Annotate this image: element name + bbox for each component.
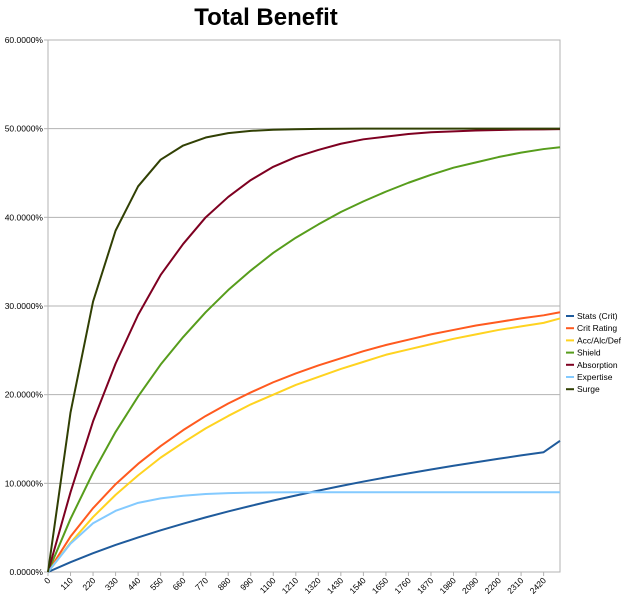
x-tick-label: 1760 <box>392 575 413 596</box>
x-tick-label: 2090 <box>460 575 481 596</box>
series-lines <box>47 127 561 573</box>
series-line-expertise <box>47 491 560 573</box>
x-tick-label: 550 <box>148 575 165 592</box>
series-line-acc-alc-def <box>47 317 561 573</box>
legend-label: Stats (Crit) <box>577 311 618 321</box>
x-tick-label: 0 <box>42 575 53 586</box>
y-tick-label: 20.0000% <box>5 390 44 400</box>
x-tick-label: 1210 <box>280 575 301 596</box>
y-tick-label: 40.0000% <box>5 212 44 222</box>
x-axis: 0 110 220 330 440 550 660 770 880 990 1100 1210 1320… <box>42 572 548 596</box>
legend-label: Surge <box>577 384 600 394</box>
series-line-absorption <box>47 128 561 573</box>
series-line-stats-crit <box>47 439 561 573</box>
y-tick-label: 50.0000% <box>5 124 44 134</box>
legend-label: Shield <box>577 348 601 358</box>
x-tick-label: 1320 <box>302 575 323 596</box>
x-tick-label: 440 <box>125 575 142 592</box>
chart-title: Total Benefit <box>194 4 338 31</box>
x-tick-label: 880 <box>216 575 233 592</box>
series-line-crit-rating <box>47 311 561 573</box>
x-tick-label: 1980 <box>437 575 458 596</box>
x-tick-label: 1100 <box>258 575 278 595</box>
y-tick-label: 60.0000% <box>5 35 44 45</box>
series-line-shield <box>47 146 561 573</box>
x-tick-label: 1430 <box>325 575 346 596</box>
x-tick-label: 2420 <box>528 575 549 596</box>
x-tick-label: 220 <box>80 575 97 592</box>
legend-label: Absorption <box>577 360 618 370</box>
x-tick-label: 2200 <box>483 575 504 596</box>
legend-label: Crit Rating <box>577 323 617 333</box>
x-tick-label: 990 <box>238 575 255 592</box>
x-tick-label: 660 <box>170 575 187 592</box>
x-tick-label: 770 <box>193 575 210 592</box>
x-tick-label: 330 <box>103 575 120 592</box>
x-tick-label: 1870 <box>415 575 436 596</box>
legend: Stats (Crit) Crit Rating Acc/Alc/Def Shield… <box>566 311 622 394</box>
series-line-surge <box>47 127 560 573</box>
y-tick-label: 30.0000% <box>5 301 44 311</box>
legend-label: Expertise <box>577 372 613 382</box>
x-tick-label: 1540 <box>347 575 368 596</box>
y-tick-label: 0.0000% <box>9 567 43 577</box>
y-axis: 0.0000% 10.0000% 20.0000% 30.0000% 40.0000% 5… <box>5 35 48 577</box>
x-tick-label: 2310 <box>505 575 526 596</box>
legend-label: Acc/Alc/Def <box>577 335 622 345</box>
x-tick-label: 110 <box>58 575 75 592</box>
x-tick-label: 1650 <box>370 575 391 596</box>
y-tick-label: 10.0000% <box>5 478 44 488</box>
